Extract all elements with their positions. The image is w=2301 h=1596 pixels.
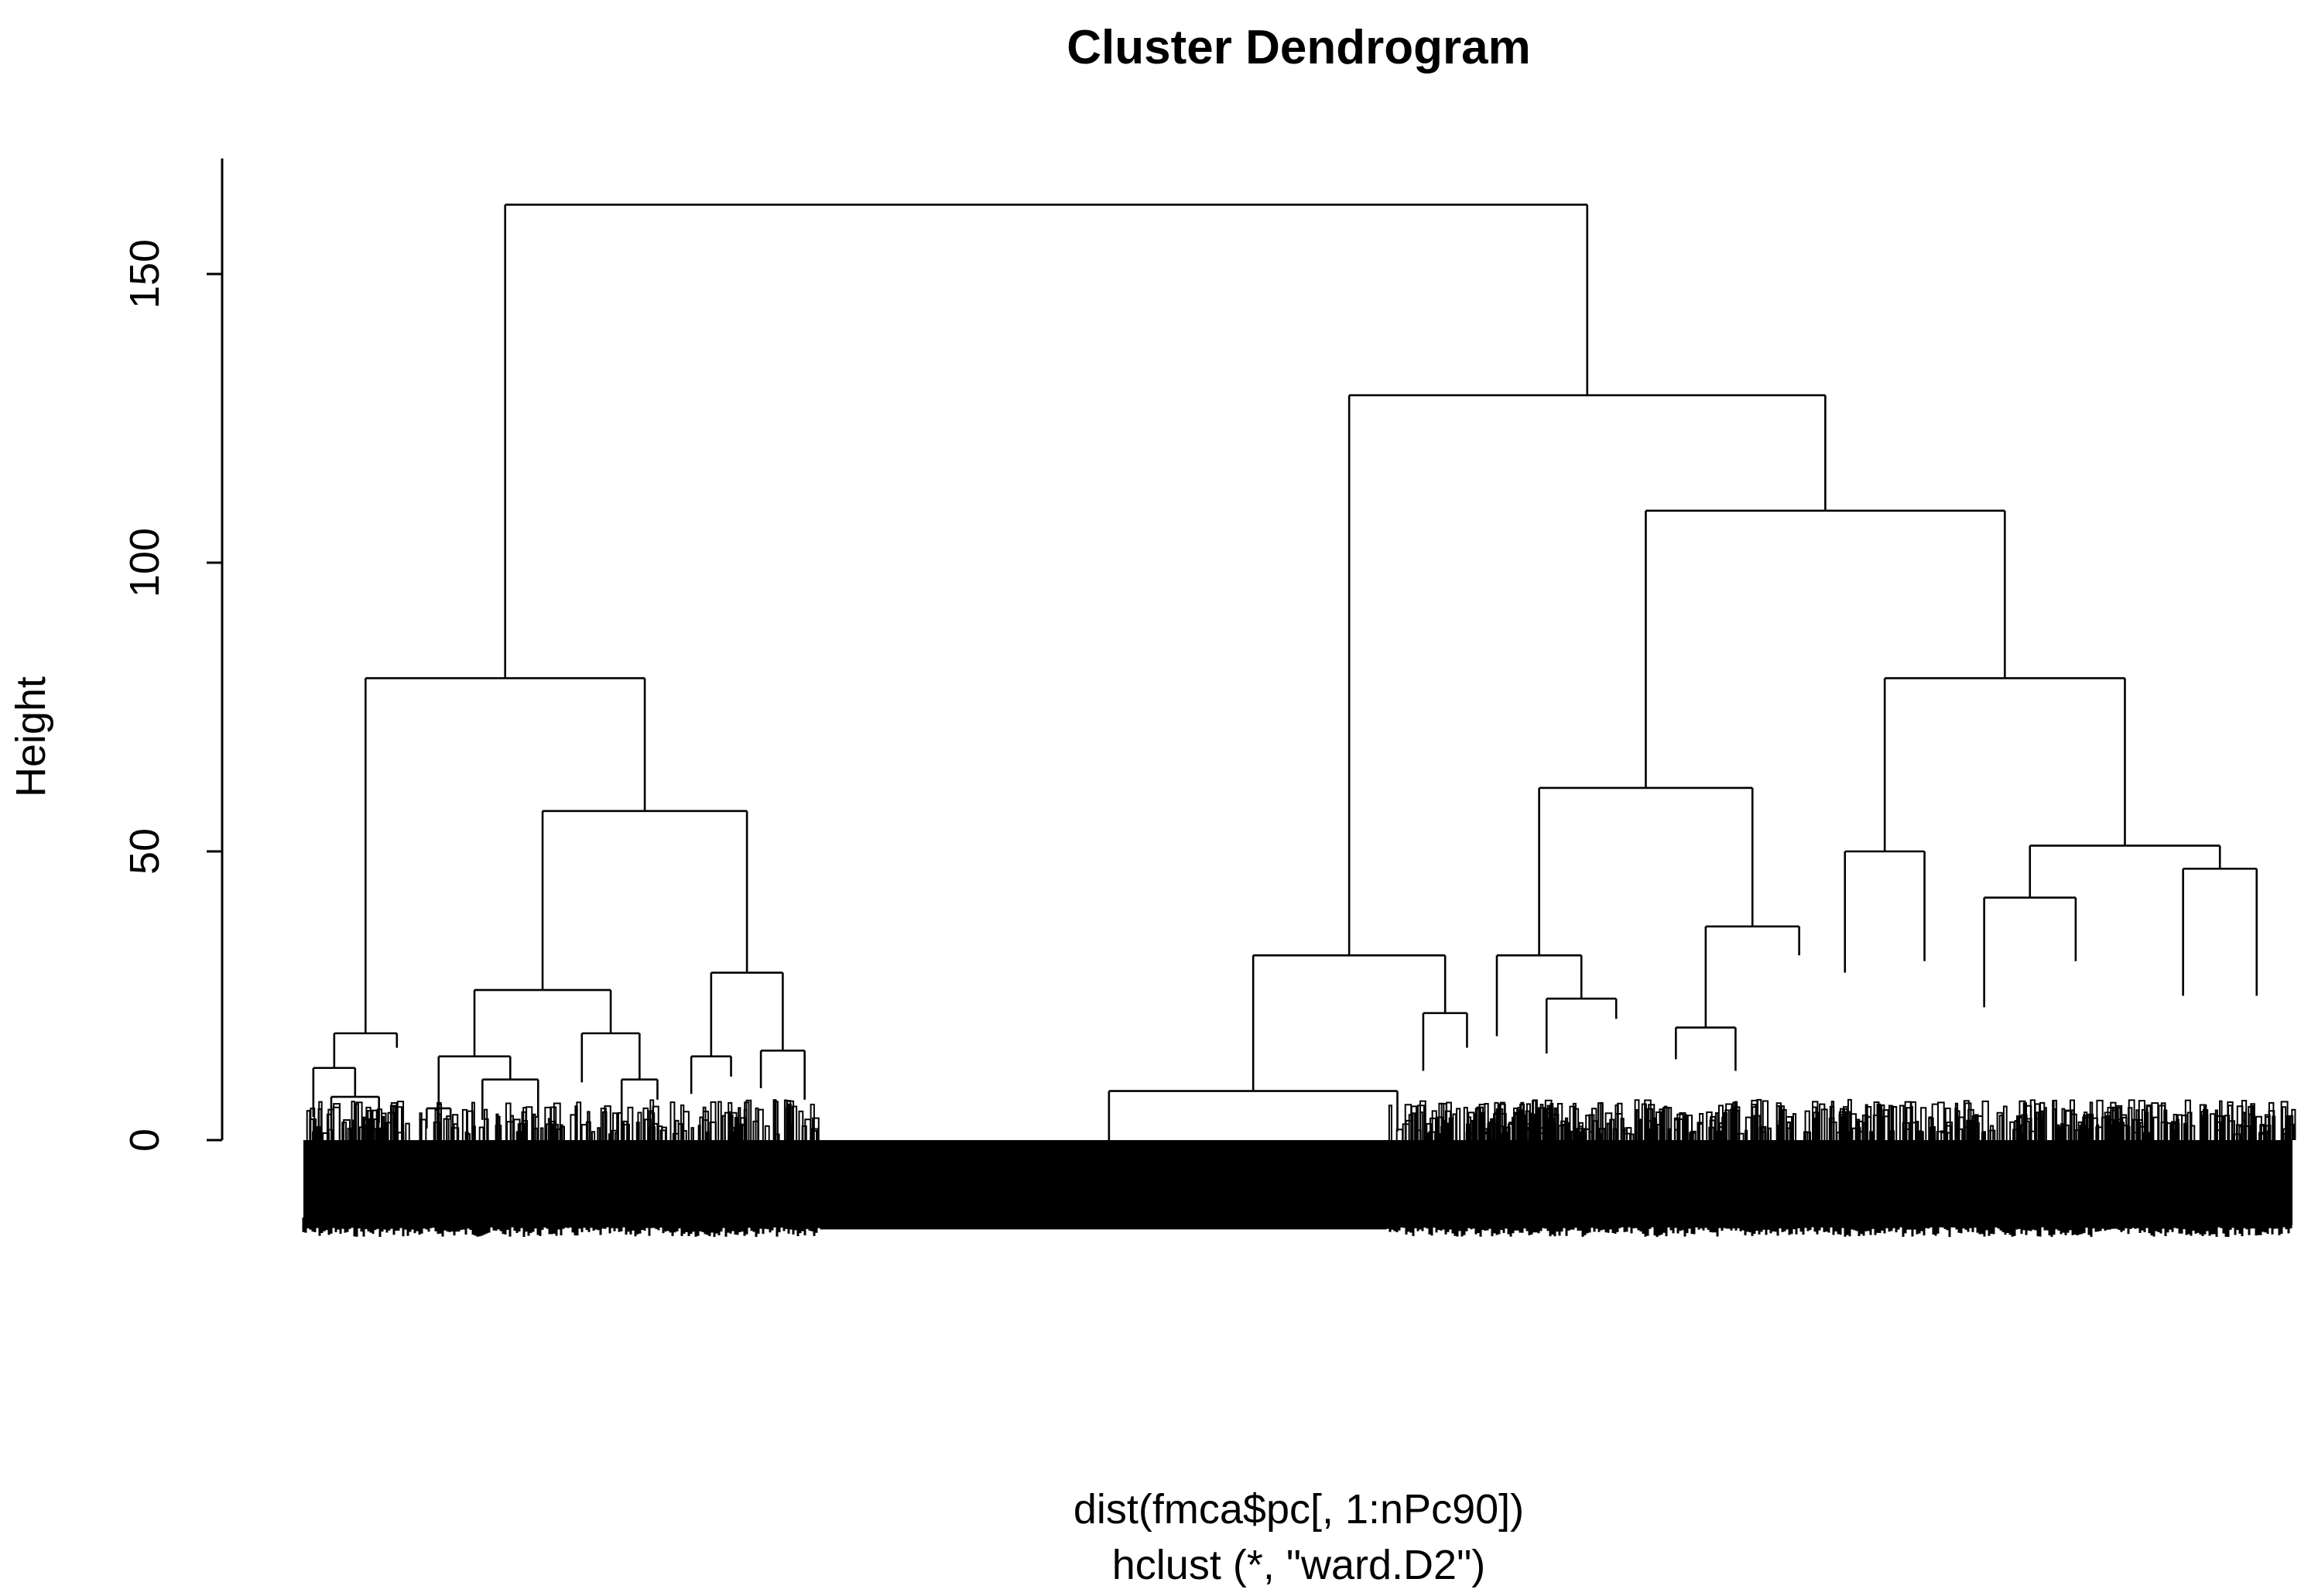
chart-title: Cluster Dendrogram — [1067, 21, 1530, 74]
dendrogram-tree — [312, 204, 2258, 1140]
y-tick-label: 100 — [122, 528, 168, 598]
leaf-band — [302, 1098, 2296, 1238]
method-label: hclust (*, "ward.D2") — [1112, 1542, 1485, 1588]
x-axis-label: dist(fmca$pc[, 1:nPc90]) — [1073, 1486, 1524, 1533]
leaf-band-solid — [303, 1140, 2292, 1225]
y-tick-label: 50 — [122, 828, 168, 875]
y-axis: 0 50 100 150 — [122, 158, 224, 1152]
y-axis-label: Height — [8, 676, 54, 797]
y-tick-label: 150 — [122, 239, 168, 309]
leaf-clutter — [306, 1098, 2296, 1140]
y-tick-label: 0 — [122, 1129, 168, 1152]
